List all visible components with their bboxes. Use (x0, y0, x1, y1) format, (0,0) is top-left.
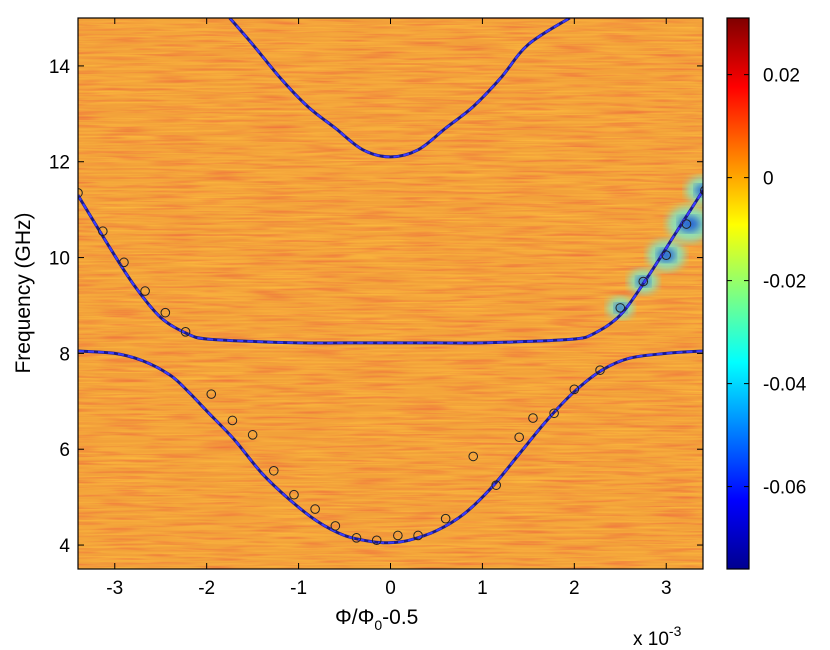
measured-point (681, 219, 692, 229)
measured-point (289, 489, 299, 500)
measured-point (119, 257, 129, 268)
x-axis-label: Φ/Φ0-0.5 (335, 606, 418, 633)
measured-point (206, 389, 217, 399)
measured-point (351, 533, 362, 543)
measured-markers (78, 186, 703, 546)
fit-curves (78, 18, 703, 545)
y-axis-ticks: 4 6 8 10 12 14 (49, 57, 703, 557)
measured-point (468, 451, 479, 462)
x-tick-label: 2 (569, 578, 580, 599)
x-tick-label: 3 (661, 578, 672, 599)
colorbar-tick-label: 0 (763, 169, 774, 190)
measured-point (98, 226, 108, 237)
y-tick-label: 14 (49, 57, 71, 78)
measured-point (268, 465, 279, 476)
y-axis-label: Frequency (GHz) (12, 212, 35, 373)
x-scale-note: x 10-3 (633, 623, 682, 650)
measured-point (615, 303, 626, 313)
measured-point (78, 188, 83, 198)
measured-point (310, 504, 320, 514)
fit-line-dashed (78, 350, 703, 544)
fit-line-dashed (228, 18, 571, 158)
x-tick-label: -2 (198, 578, 215, 599)
measured-point (413, 530, 423, 541)
y-tick-label: 4 (59, 536, 70, 557)
measured-point (247, 430, 258, 440)
x-scale-base: x 10 (633, 629, 669, 650)
measured-point (491, 480, 501, 490)
heatmap-area (78, 18, 703, 569)
measured-point (595, 365, 605, 375)
colorbar: 0.02 0 -0.02 -0.04 -0.06 (726, 17, 807, 570)
measured-point (393, 530, 403, 541)
y-tick-label: 12 (49, 153, 70, 174)
measured-point (160, 307, 171, 318)
measured-point (180, 327, 191, 337)
x-scale-exp: -3 (669, 623, 682, 639)
x-label-tail: -0.5 (382, 606, 418, 629)
measured-point (227, 415, 238, 426)
measured-point (514, 432, 524, 443)
y-tick-label: 6 (59, 440, 70, 461)
x-tick-label: 1 (477, 578, 488, 599)
x-tick-label: 0 (385, 578, 396, 599)
y-tick-label: 10 (49, 249, 70, 270)
colorbar-tick-label: -0.06 (763, 478, 806, 499)
x-label-base: Φ/Φ (335, 606, 374, 629)
measured-point (549, 408, 559, 419)
measured-point (440, 513, 451, 524)
y-tick-label: 8 (59, 344, 70, 365)
colorbar-gradient (727, 18, 749, 569)
spot-core (657, 248, 676, 262)
colorbar-ticks: 0.02 0 -0.02 -0.04 -0.06 (727, 66, 807, 499)
colorbar-tick-label: 0.02 (763, 66, 800, 87)
colorbar-frame (726, 17, 750, 570)
measured-point (140, 286, 150, 296)
measured-point (330, 521, 341, 531)
measured-point (371, 535, 382, 546)
measured-point (661, 250, 672, 260)
measured-point (528, 413, 538, 423)
measured-point (700, 186, 703, 195)
x-tick-label: -1 (290, 578, 307, 599)
heatmap-noise-red (78, 18, 703, 569)
colorbar-tick-label: -0.04 (763, 375, 807, 396)
colorbar-tick-label: -0.02 (763, 272, 806, 293)
measured-point (569, 384, 580, 395)
x-label-sub: 0 (374, 617, 382, 633)
x-tick-label: -3 (106, 578, 123, 599)
fit-line-dashed (78, 189, 703, 344)
measured-point (638, 276, 649, 287)
x-axis-ticks: -3 -2 -1 0 1 2 3 (106, 18, 672, 599)
